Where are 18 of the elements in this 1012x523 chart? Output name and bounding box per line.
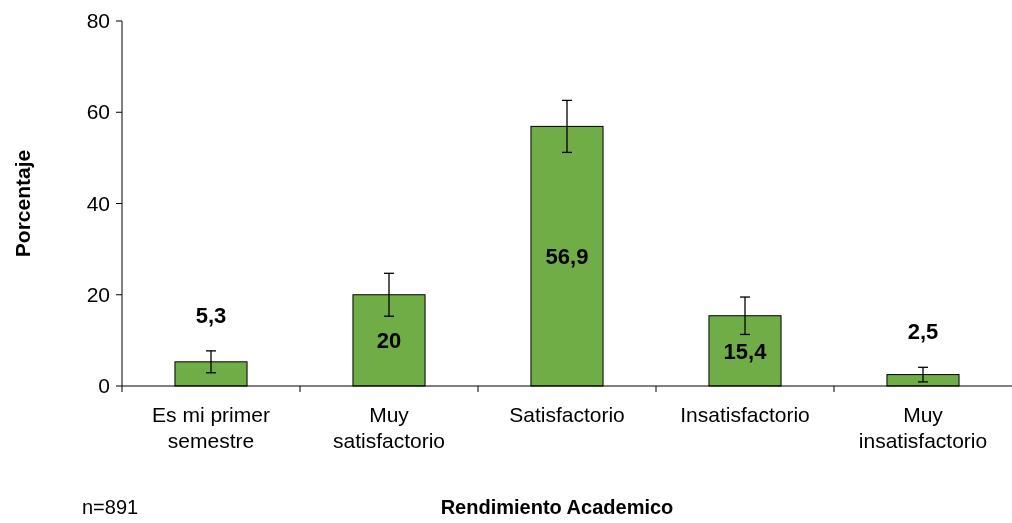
text: n=891 — [82, 496, 139, 518]
x-axis-title: Rendimiento Academico — [440, 496, 674, 518]
data-label: 15,4 — [723, 338, 768, 364]
x-tick-label: Muy insatisfactorio — [858, 403, 988, 452]
data-label: 20 — [376, 328, 402, 354]
y-tick-label: 40 — [86, 191, 110, 215]
x-tick-label: Satisfactorio — [509, 403, 625, 426]
x-tick-label: Muy satisfactorio — [332, 403, 446, 452]
y-tick-label: 60 — [86, 100, 110, 124]
y-tick-label: 0 — [98, 374, 110, 397]
y-tick-label: 80 — [86, 9, 110, 32]
y-axis-title: Porcentaje — [11, 149, 34, 258]
data-label: 56,9 — [545, 244, 589, 270]
data-label: 5,3 — [195, 302, 227, 328]
x-tick-label: Insatisfactorio — [680, 403, 810, 426]
x-tick-label: Es mi primer semestre — [152, 403, 270, 452]
y-tick-label: 20 — [86, 282, 110, 306]
data-label: 2,5 — [907, 319, 939, 345]
